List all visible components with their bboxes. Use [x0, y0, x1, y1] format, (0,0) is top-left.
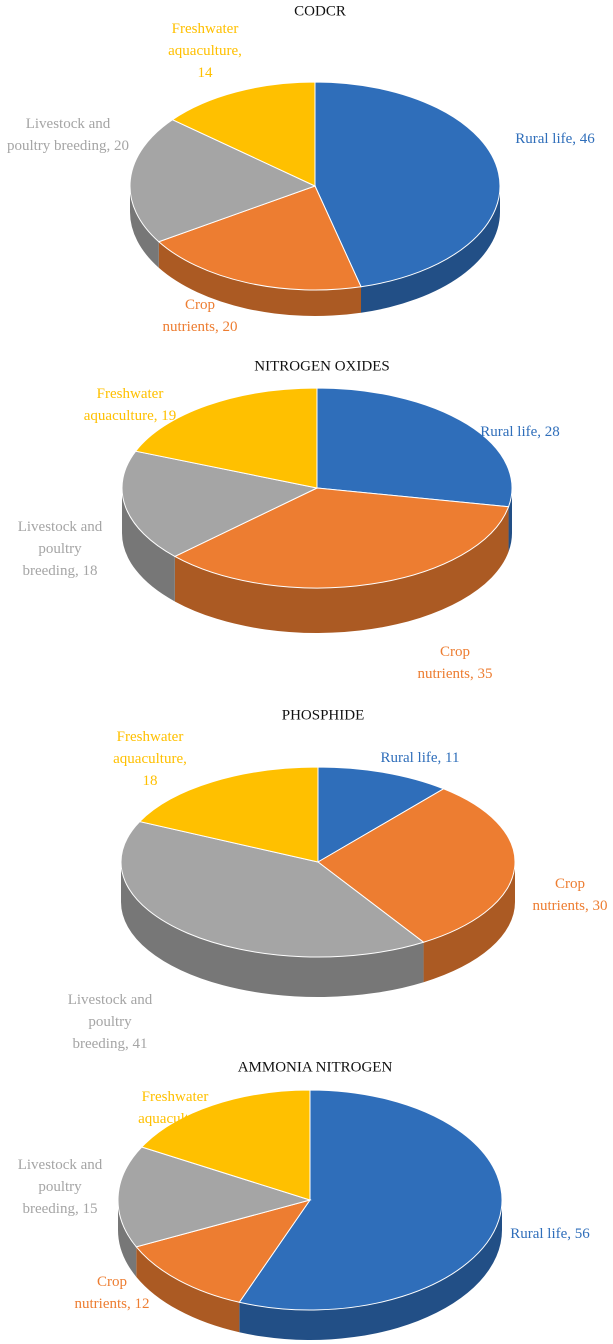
data-label: Crop nutrients, 20 [163, 297, 238, 335]
pie-slice [157, 185, 362, 291]
chart-title: PHOSPHIDE [282, 707, 365, 723]
data-label: Freshwater aquaculture, 19 [84, 386, 176, 424]
pie-slice-side [174, 506, 509, 633]
pie-slice [316, 387, 513, 508]
data-label: Livestock and poultry breeding, 15 [18, 1157, 103, 1217]
data-label: Livestock and poultry breeding, 41 [68, 992, 153, 1052]
pie-slice-side [423, 862, 515, 983]
pie-slice [140, 1089, 311, 1201]
pie-slice [135, 1199, 312, 1303]
chart-title: NITROGEN OXIDES [254, 358, 389, 374]
pie-slice [314, 81, 501, 288]
pie-slice-side [158, 241, 362, 316]
data-label: Rural life, 56 [510, 1226, 590, 1242]
pie-slice [138, 766, 319, 863]
pie-slice [134, 387, 318, 489]
pie-slice-side [121, 862, 424, 997]
data-label: Livestock and poultry breeding, 20 [7, 116, 129, 154]
data-label: Livestock and poultry breeding, 18 [18, 519, 103, 579]
pie-slice [120, 821, 425, 958]
pie-slice-side [122, 488, 175, 602]
pie-slice [317, 788, 516, 943]
data-label: Rural life, 28 [480, 424, 560, 440]
pie-slice [173, 487, 510, 589]
data-label: Freshwater aquaculture, 14 [168, 21, 242, 81]
chart-title: AMMONIA NITROGEN [238, 1059, 393, 1075]
pie-slice-side [136, 1246, 240, 1333]
pie-slice [117, 1146, 312, 1248]
pie-slice [317, 766, 445, 863]
data-label: Crop nutrients, 12 [75, 1274, 150, 1312]
data-label: Rural life, 46 [515, 131, 595, 147]
pie-slice [238, 1089, 503, 1311]
data-label: Freshwater aquaculture, 17 [138, 1089, 212, 1149]
pie-slice-side [118, 1200, 137, 1277]
data-label: Crop nutrients, 35 [418, 644, 493, 682]
data-label: Rural life, 11 [380, 750, 459, 766]
pie-slice-side [239, 1200, 503, 1340]
pie-slice [171, 81, 316, 187]
pie-slice-side [361, 186, 500, 313]
data-label: Crop nutrients, 30 [533, 876, 608, 914]
data-label: Freshwater aquaculture, 18 [113, 729, 187, 789]
pie-slice-side [508, 488, 512, 552]
pie-slice [129, 119, 317, 243]
chart-title: CODCR [294, 3, 346, 19]
pie-slice [121, 450, 319, 558]
